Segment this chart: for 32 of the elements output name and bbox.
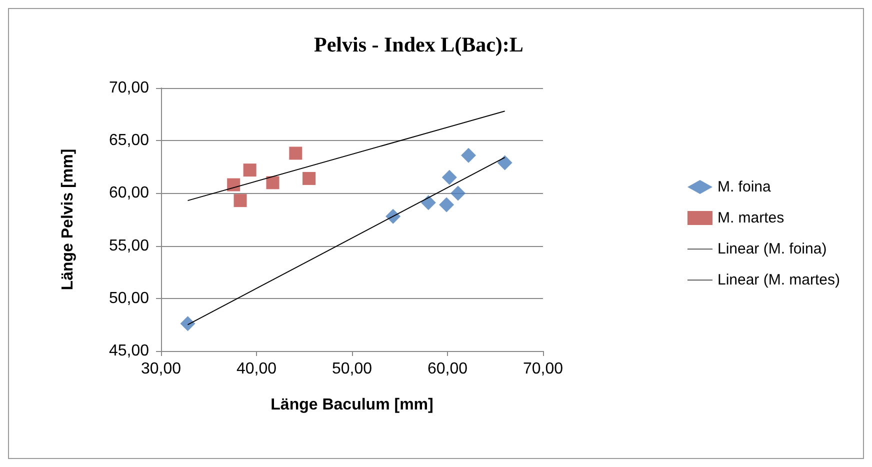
- x-axis-title: Länge Baculum [mm]: [270, 396, 434, 414]
- chart-title: Pelvis - Index L(Bac):L: [314, 32, 524, 56]
- y-tick-label: 45,00: [108, 342, 150, 360]
- point: [497, 155, 512, 170]
- point: [450, 186, 466, 201]
- point: [386, 208, 401, 224]
- y-tick-label: 55,00: [108, 237, 150, 254]
- x-tick-label: 70,00: [522, 360, 564, 378]
- point: [302, 172, 316, 185]
- y-tick-label: 60,00: [108, 184, 150, 202]
- point: [289, 146, 302, 160]
- point: [442, 170, 457, 185]
- x-tick-label: 30,00: [140, 360, 182, 378]
- x-tick-label: 40,00: [236, 360, 277, 378]
- x-tick-label: 60,00: [427, 360, 468, 378]
- point: [420, 195, 436, 210]
- y-axis-title: Länge Pelvis [mm]: [60, 148, 76, 290]
- y-tick-label: 70,00: [108, 80, 150, 96]
- point: [234, 194, 247, 208]
- point: [180, 316, 196, 332]
- point: [266, 176, 280, 190]
- legend-label: Linear (M. martes): [717, 272, 840, 288]
- point: [439, 197, 454, 212]
- point: [227, 178, 240, 192]
- point: [461, 148, 476, 163]
- legend-label: Linear (M. foina): [717, 240, 827, 258]
- y-tick-label: 65,00: [108, 132, 150, 150]
- y-tick-label: 50,00: [108, 290, 150, 307]
- point: [243, 164, 256, 177]
- legend-label: M. foina: [717, 178, 772, 196]
- x-tick-label: 50,00: [332, 360, 372, 378]
- legend-label: M. martes: [717, 210, 784, 226]
